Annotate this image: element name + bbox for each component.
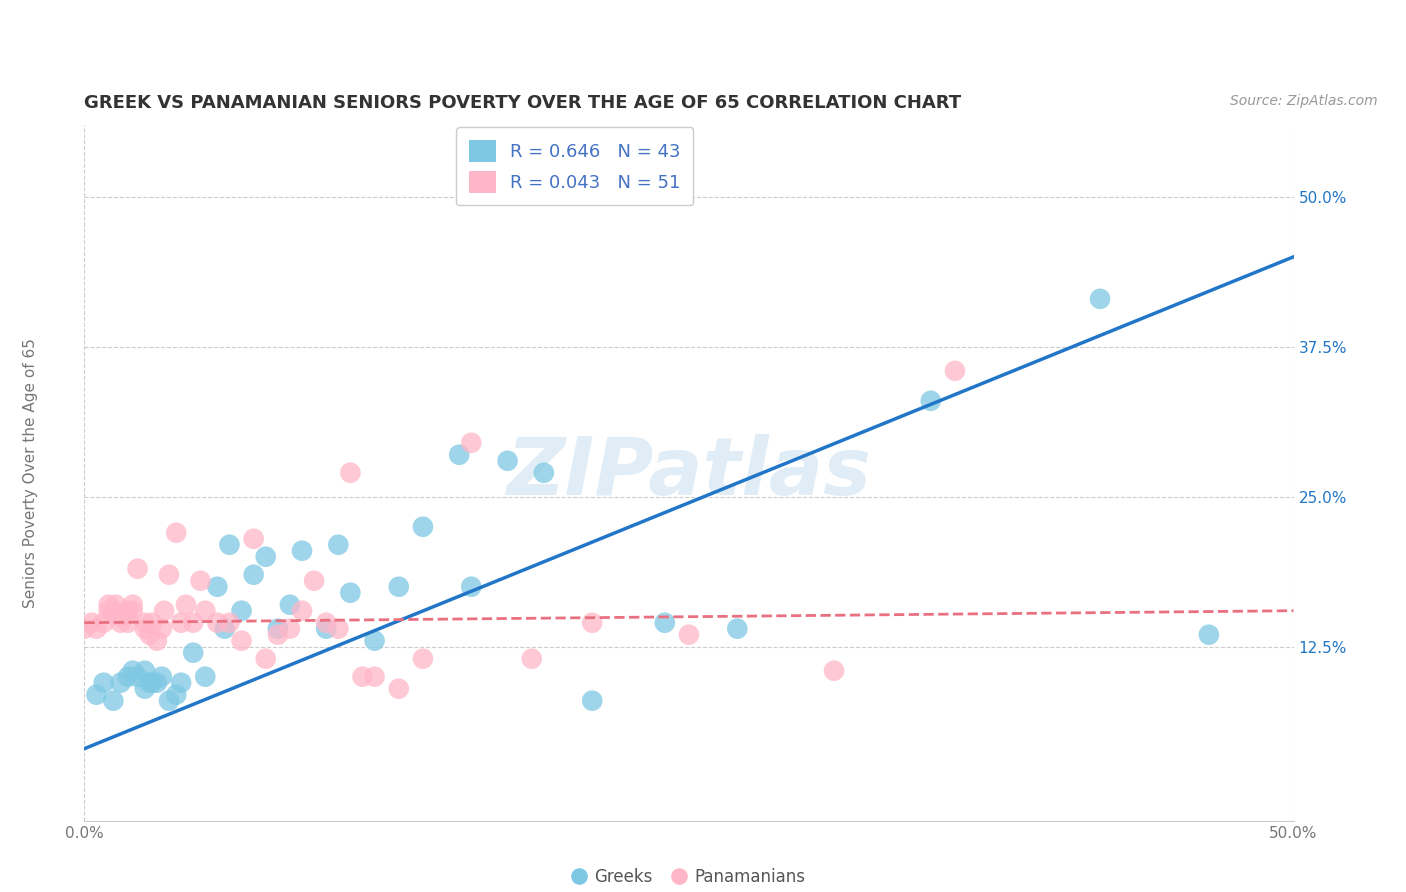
Point bbox=[315, 615, 337, 630]
Point bbox=[352, 670, 374, 684]
Point bbox=[254, 651, 277, 665]
Point bbox=[110, 609, 132, 624]
Point bbox=[291, 604, 314, 618]
Point bbox=[533, 466, 555, 480]
Point bbox=[1088, 292, 1111, 306]
Text: Source: ZipAtlas.com: Source: ZipAtlas.com bbox=[1230, 94, 1378, 108]
Point bbox=[302, 574, 325, 588]
Point bbox=[134, 622, 156, 636]
Point bbox=[93, 675, 115, 690]
Point bbox=[121, 598, 143, 612]
Point bbox=[97, 604, 120, 618]
Point bbox=[146, 675, 169, 690]
Point bbox=[449, 448, 471, 462]
Point bbox=[121, 664, 143, 678]
Point bbox=[218, 538, 240, 552]
Point bbox=[267, 628, 290, 642]
Point bbox=[103, 604, 125, 618]
Point bbox=[278, 598, 301, 612]
Point bbox=[388, 580, 411, 594]
Point bbox=[207, 580, 229, 594]
Point bbox=[678, 628, 700, 642]
Point bbox=[943, 364, 966, 378]
Point bbox=[218, 615, 240, 630]
Point bbox=[363, 633, 385, 648]
Point bbox=[291, 543, 314, 558]
Point bbox=[231, 633, 253, 648]
Point bbox=[242, 567, 264, 582]
Point bbox=[138, 628, 160, 642]
Point bbox=[150, 622, 173, 636]
Point bbox=[117, 604, 139, 618]
Point bbox=[117, 615, 139, 630]
Point bbox=[1198, 628, 1220, 642]
Legend: Greeks, Panamanians: Greeks, Panamanians bbox=[567, 861, 811, 892]
Point bbox=[174, 598, 197, 612]
Point bbox=[181, 615, 204, 630]
Point bbox=[207, 615, 229, 630]
Point bbox=[141, 675, 163, 690]
Point bbox=[520, 651, 543, 665]
Point bbox=[86, 688, 108, 702]
Point bbox=[654, 615, 676, 630]
Point bbox=[181, 646, 204, 660]
Point bbox=[150, 670, 173, 684]
Point bbox=[725, 622, 748, 636]
Point bbox=[315, 622, 337, 636]
Text: Seniors Poverty Over the Age of 65: Seniors Poverty Over the Age of 65 bbox=[24, 338, 38, 607]
Point bbox=[388, 681, 411, 696]
Point bbox=[121, 604, 143, 618]
Point bbox=[214, 622, 236, 636]
Point bbox=[920, 393, 942, 408]
Point bbox=[363, 670, 385, 684]
Point bbox=[190, 574, 212, 588]
Point bbox=[278, 622, 301, 636]
Point bbox=[581, 694, 603, 708]
Point bbox=[134, 615, 156, 630]
Point bbox=[93, 615, 115, 630]
Point bbox=[134, 681, 156, 696]
Point bbox=[412, 651, 434, 665]
Point bbox=[73, 622, 96, 636]
Point bbox=[170, 615, 193, 630]
Point bbox=[460, 580, 482, 594]
Point bbox=[267, 622, 290, 636]
Point bbox=[97, 598, 120, 612]
Point bbox=[153, 604, 176, 618]
Point bbox=[242, 532, 264, 546]
Point bbox=[412, 520, 434, 534]
Point bbox=[823, 664, 845, 678]
Point bbox=[103, 694, 125, 708]
Point bbox=[134, 664, 156, 678]
Point bbox=[328, 622, 350, 636]
Point bbox=[581, 615, 603, 630]
Text: ZIPatlas: ZIPatlas bbox=[506, 434, 872, 512]
Point bbox=[117, 670, 139, 684]
Text: GREEK VS PANAMANIAN SENIORS POVERTY OVER THE AGE OF 65 CORRELATION CHART: GREEK VS PANAMANIAN SENIORS POVERTY OVER… bbox=[84, 94, 962, 112]
Point bbox=[165, 525, 187, 540]
Point bbox=[127, 670, 149, 684]
Point bbox=[157, 694, 180, 708]
Point bbox=[254, 549, 277, 564]
Point bbox=[339, 585, 361, 599]
Point bbox=[141, 615, 163, 630]
Point bbox=[110, 615, 132, 630]
Point bbox=[110, 675, 132, 690]
Point bbox=[165, 688, 187, 702]
Point bbox=[104, 598, 127, 612]
Point bbox=[496, 454, 519, 468]
Point bbox=[86, 622, 108, 636]
Point bbox=[194, 670, 217, 684]
Point bbox=[138, 675, 160, 690]
Point bbox=[157, 567, 180, 582]
Point bbox=[170, 675, 193, 690]
Point bbox=[127, 562, 149, 576]
Point bbox=[80, 615, 103, 630]
Point bbox=[328, 538, 350, 552]
Point bbox=[339, 466, 361, 480]
Point bbox=[194, 604, 217, 618]
Point bbox=[460, 435, 482, 450]
Point bbox=[146, 633, 169, 648]
Point bbox=[231, 604, 253, 618]
